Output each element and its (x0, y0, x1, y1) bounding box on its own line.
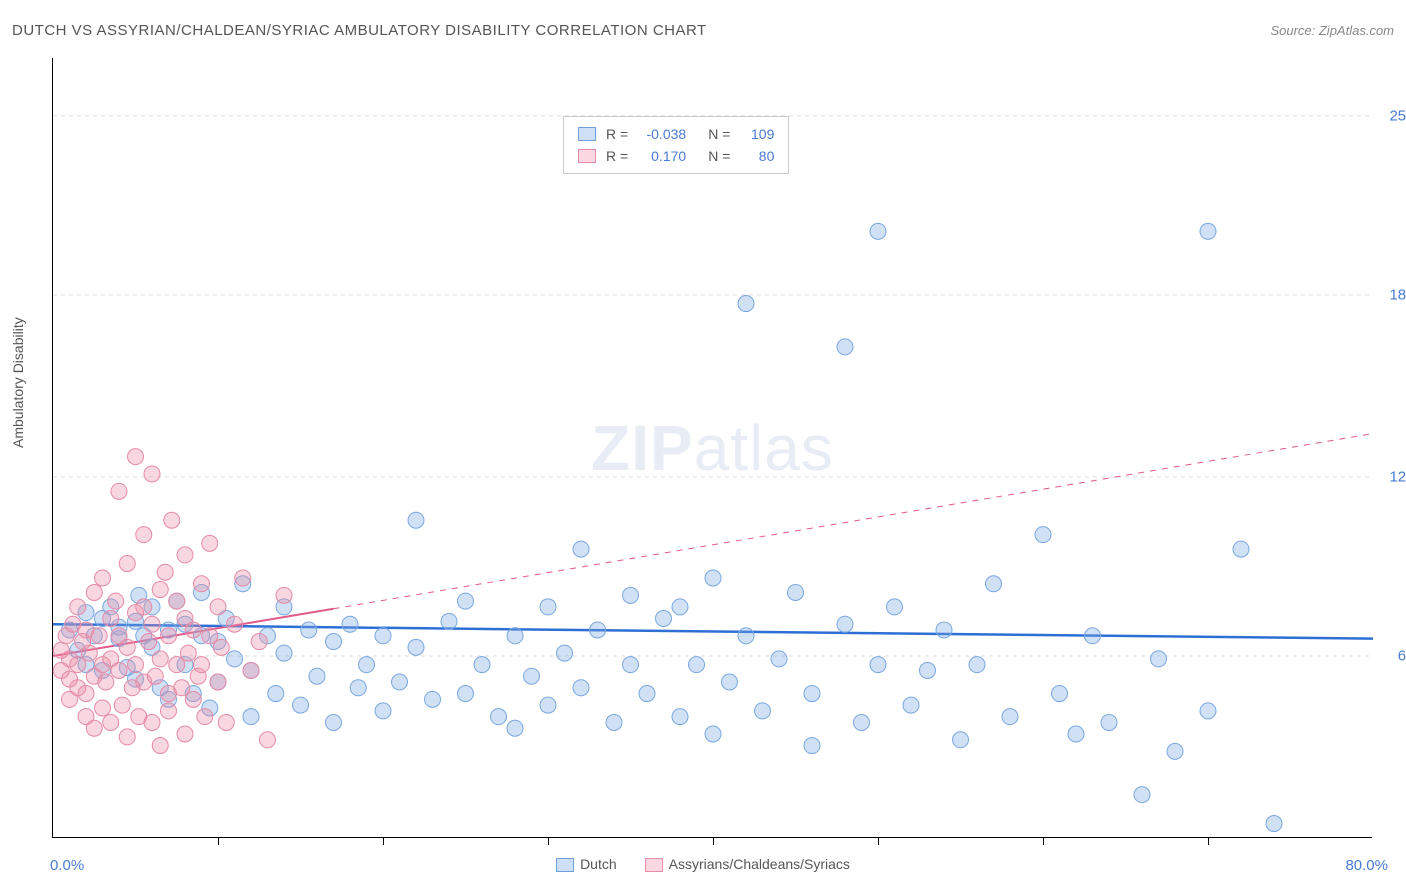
source-label: Source: ZipAtlas.com (1270, 23, 1394, 38)
chart-title: DUTCH VS ASSYRIAN/CHALDEAN/SYRIAC AMBULA… (12, 22, 707, 39)
x-tick (1208, 837, 1209, 845)
series-legend: Dutch Assyrians/Chaldeans/Syriacs (556, 856, 850, 872)
n-label: N = (708, 123, 730, 145)
scatter-svg (53, 58, 1372, 837)
y-tick-label: 6.3% (1377, 648, 1406, 665)
x-tick (1043, 837, 1044, 845)
x-axis-max-label: 80.0% (1345, 857, 1388, 874)
y-tick-label: 25.0% (1377, 107, 1406, 124)
legend-item-dutch: Dutch (556, 856, 617, 872)
x-axis-min-label: 0.0% (50, 857, 84, 874)
chart-header: DUTCH VS ASSYRIAN/CHALDEAN/SYRIAC AMBULA… (12, 22, 1394, 39)
legend-label-acs: Assyrians/Chaldeans/Syriacs (669, 856, 850, 872)
x-tick (383, 837, 384, 845)
y-axis-title: Ambulatory Disability (10, 317, 26, 448)
r-label: R = (606, 123, 628, 145)
x-tick (713, 837, 714, 845)
y-tick-label: 12.5% (1377, 468, 1406, 485)
legend-swatch-acs (645, 858, 663, 872)
x-tick (218, 837, 219, 845)
n-label: N = (708, 145, 730, 167)
chart-plot-area: ZIPatlas 6.3%12.5%18.8%25.0% R =-0.038N … (52, 58, 1372, 838)
legend-item-acs: Assyrians/Chaldeans/Syriacs (645, 856, 850, 872)
legend-swatch-icon (578, 127, 596, 141)
x-tick (878, 837, 879, 845)
x-tick (548, 837, 549, 845)
correlation-row: R = -0.038 N = 109 (578, 123, 774, 145)
legend-swatch-icon (578, 149, 596, 163)
n-value: 80 (738, 145, 774, 167)
n-value: 109 (738, 123, 774, 145)
r-label: R = (606, 145, 628, 167)
legend-swatch-dutch (556, 858, 574, 872)
r-value: -0.038 (636, 123, 686, 145)
correlation-row: R = 0.170 N = 80 (578, 145, 774, 167)
correlation-legend: R = -0.038 N = 109 R = 0.170 N = 80 (563, 116, 789, 174)
y-tick-label: 18.8% (1377, 286, 1406, 303)
r-value: 0.170 (636, 145, 686, 167)
legend-label-dutch: Dutch (580, 856, 617, 872)
